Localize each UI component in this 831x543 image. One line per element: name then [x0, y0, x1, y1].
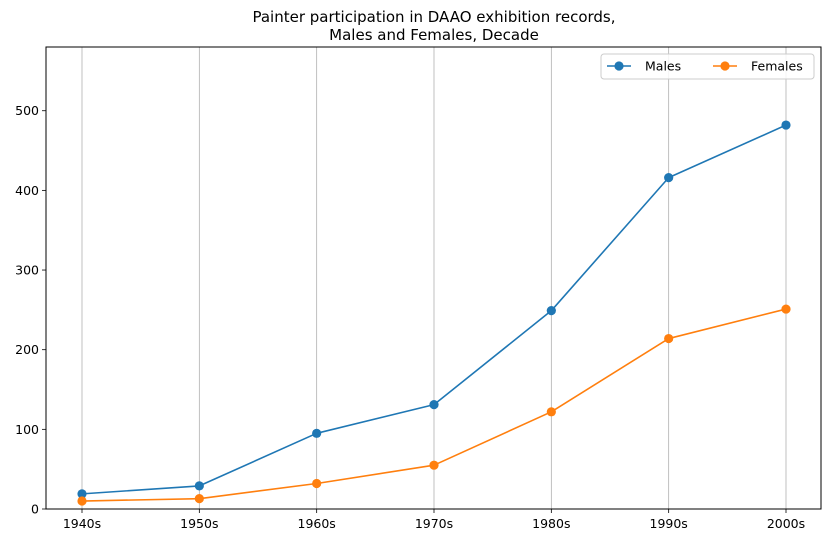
data-point-males: [312, 428, 322, 438]
legend: Males Females: [600, 53, 815, 80]
data-point-females: [194, 494, 204, 504]
data-point-females: [77, 496, 87, 506]
x-tick-label: 1940s: [63, 516, 101, 531]
data-point-males: [194, 481, 204, 491]
y-tick-label: 0: [31, 502, 39, 517]
data-point-females: [429, 460, 439, 470]
x-tick-label: 1950s: [180, 516, 218, 531]
data-point-males: [781, 120, 791, 130]
y-axis: 0 100 200 300 400 500: [15, 103, 46, 517]
data-point-females: [546, 407, 556, 417]
y-tick-label: 300: [15, 263, 39, 278]
data-point-females: [781, 304, 791, 314]
gridlines: [81, 47, 787, 509]
legend-label-males: Males: [645, 59, 681, 74]
y-tick-label: 500: [15, 103, 39, 118]
series-lines: [77, 120, 791, 506]
legend-label-females: Females: [751, 59, 803, 74]
y-tick-label: 400: [15, 183, 39, 198]
x-axis: 1940s 1950s 1960s 1970s 1980s 1990s 2000s: [63, 509, 805, 531]
data-point-males: [77, 489, 87, 499]
legend-marker-males: [614, 61, 624, 71]
chart-title: Painter participation in DAAO exhibition…: [252, 8, 615, 44]
y-tick-label: 100: [15, 422, 39, 437]
y-tick-label: 200: [15, 342, 39, 357]
chart-title-line-1: Painter participation in DAAO exhibition…: [252, 8, 615, 26]
legend-box: [600, 53, 815, 80]
data-point-females: [664, 333, 674, 344]
data-point-females: [312, 478, 322, 489]
plot-area-frame: [45, 46, 822, 510]
data-point-males: [429, 400, 439, 410]
x-tick-label: 1980s: [532, 516, 570, 531]
x-tick-label: 2000s: [767, 516, 805, 531]
data-point-males: [546, 306, 556, 316]
x-tick-label: 1970s: [415, 516, 453, 531]
chart-title-line-2: Males and Females, Decade: [329, 26, 539, 44]
x-tick-label: 1960s: [298, 516, 336, 531]
x-tick-label: 1990s: [650, 516, 688, 531]
data-point-males: [664, 173, 674, 183]
legend-marker-females: [720, 61, 730, 71]
